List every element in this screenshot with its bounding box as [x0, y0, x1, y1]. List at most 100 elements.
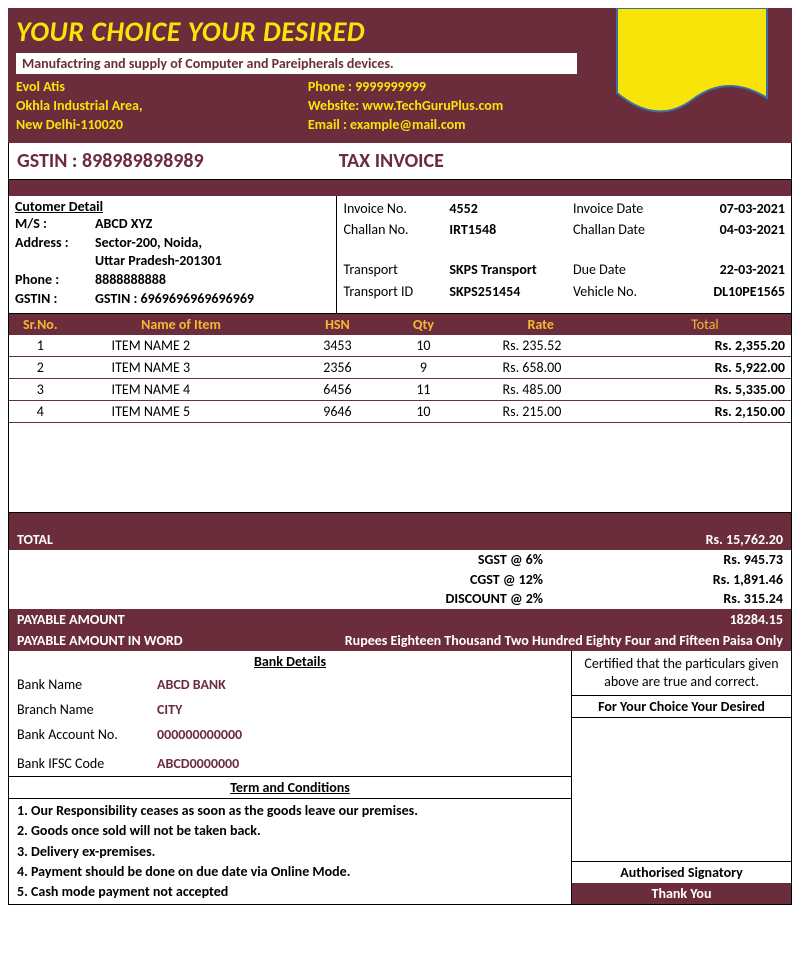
veh-value: DL10PE1565 — [679, 281, 785, 303]
bank-header: Bank Details — [9, 651, 571, 672]
col-rate: Rate — [463, 314, 619, 335]
gstin-label: GSTIN : — [17, 149, 77, 173]
acct-label: Bank Account No. — [17, 724, 157, 745]
contact-name: Evol Atis — [16, 78, 308, 97]
spacer-bar-2 — [8, 513, 792, 529]
spacer-bar — [8, 180, 792, 196]
chno-value: IRT1548 — [449, 219, 573, 241]
tc-3: 3. Delivery ex-premises. — [17, 842, 563, 862]
phone-label: Phone : — [15, 271, 95, 290]
addr-label: Address : — [15, 234, 95, 253]
invno-value: 4552 — [449, 198, 573, 220]
header: YOUR CHOICE YOUR DESIRED Manufactring an… — [8, 8, 792, 143]
item-rate: Rs. 215.00 — [463, 401, 619, 422]
for-company: For Your Choice Your Desired — [572, 696, 791, 717]
item-qty: 11 — [384, 379, 462, 400]
doc-title: TAX INVOICE — [339, 149, 444, 173]
acct-value: 000000000000 — [157, 724, 242, 745]
item-name: ITEM NAME 2 — [72, 335, 291, 356]
ifsc-value: ABCD0000000 — [157, 753, 239, 774]
col-name: Name of Item — [72, 314, 291, 335]
tc-header: Term and Conditions — [9, 776, 571, 798]
branch-label: Branch Name — [17, 699, 157, 720]
item-sr: 2 — [9, 357, 72, 378]
tc-2: 2. Goods once sold will not be taken bac… — [17, 821, 563, 841]
invoice-page: YOUR CHOICE YOUR DESIRED Manufactring an… — [0, 0, 800, 913]
cgst-value: Rs. 1,891.46 — [663, 570, 783, 590]
disc-label: DISCOUNT @ 2% — [17, 589, 663, 609]
invoice-meta: Invoice No.4552Invoice Date07-03-2021 Ch… — [337, 196, 791, 313]
tr-label: Transport — [343, 259, 449, 281]
due-value: 22-03-2021 — [679, 259, 785, 281]
tax-section: SGST @ 6%Rs. 945.73 CGST @ 12%Rs. 1,891.… — [8, 550, 792, 609]
addr2-value: Uttar Pradesh-201301 — [95, 252, 222, 271]
bank-name-label: Bank Name — [17, 674, 157, 695]
item-hsn: 2356 — [291, 357, 385, 378]
sgst-label: SGST @ 6% — [17, 550, 663, 570]
details-section: Cutomer Detail M/S :ABCD XYZ Address :Se… — [8, 196, 792, 314]
item-qty: 9 — [384, 357, 462, 378]
bank-name-value: ABCD BANK — [157, 674, 226, 695]
total-label: TOTAL — [17, 531, 706, 548]
payable-label: PAYABLE AMOUNT — [17, 611, 730, 628]
item-sr: 4 — [9, 401, 72, 422]
due-label: Due Date — [573, 259, 679, 281]
cgstin-label: GSTIN : — [15, 290, 95, 309]
total-bar: TOTAL Rs. 15,762.20 — [8, 529, 792, 550]
col-qty: Qty — [384, 314, 462, 335]
invno-label: Invoice No. — [343, 198, 449, 220]
item-hsn: 3453 — [291, 335, 385, 356]
item-row: 1ITEM NAME 2345310Rs. 235.52Rs. 2,355.20 — [9, 335, 791, 357]
company-addr2: New Delhi-110020 — [16, 116, 308, 135]
item-rate: Rs. 235.52 — [463, 335, 619, 356]
bottom-section: Bank Details Bank NameABCD BANK Branch N… — [8, 651, 792, 905]
item-total: Rs. 2,150.00 — [619, 401, 791, 422]
items-table: Sr.No. Name of Item HSN Qty Rate Total 1… — [8, 314, 792, 513]
trid-label: Transport ID — [343, 281, 449, 303]
item-qty: 10 — [384, 335, 462, 356]
company-addr1: Okhla Industrial Area, — [16, 97, 308, 116]
col-sr: Sr.No. — [9, 314, 72, 335]
col-total: Total — [619, 314, 791, 335]
tc-4: 4. Payment should be done on due date vi… — [17, 862, 563, 882]
chno-label: Challan No. — [343, 219, 449, 241]
item-hsn: 6456 — [291, 379, 385, 400]
company-tagline: Manufactring and supply of Computer and … — [16, 53, 577, 74]
item-name: ITEM NAME 4 — [72, 379, 291, 400]
cgstin-value: GSTIN : 6969696969696969 — [95, 290, 254, 309]
item-sr: 3 — [9, 379, 72, 400]
item-name: ITEM NAME 3 — [72, 357, 291, 378]
tc-5: 5. Cash mode payment not accepted — [17, 882, 563, 902]
item-qty: 10 — [384, 401, 462, 422]
chdate-value: 04-03-2021 — [679, 219, 785, 241]
branch-value: CITY — [157, 699, 182, 720]
ifsc-label: Bank IFSC Code — [17, 753, 157, 774]
item-rate: Rs. 658.00 — [463, 357, 619, 378]
item-row: 3ITEM NAME 4645611Rs. 485.00Rs. 5,335.00 — [9, 379, 791, 401]
total-value: Rs. 15,762.20 — [706, 531, 783, 548]
ms-label: M/S : — [15, 215, 95, 234]
signature-space — [572, 717, 791, 862]
item-sr: 1 — [9, 335, 72, 356]
words-label: PAYABLE AMOUNT IN WORD — [17, 632, 285, 649]
item-total: Rs. 5,922.00 — [619, 357, 791, 378]
phone-value: 8888888888 — [95, 271, 166, 290]
certification-text: Certified that the particulars given abo… — [572, 651, 791, 696]
sgst-value: Rs. 945.73 — [663, 550, 783, 570]
item-total: Rs. 2,355.20 — [619, 335, 791, 356]
item-hsn: 9646 — [291, 401, 385, 422]
ms-value: ABCD XYZ — [95, 215, 152, 234]
gstin-value: 898989898989 — [82, 149, 204, 173]
addr1-value: Sector-200, Noida, — [95, 234, 202, 253]
col-hsn: HSN — [291, 314, 385, 335]
items-header: Sr.No. Name of Item HSN Qty Rate Total — [9, 314, 791, 335]
trid-value: SKPS251454 — [449, 281, 573, 303]
customer-header: Cutomer Detail — [15, 198, 330, 215]
item-rate: Rs. 485.00 — [463, 379, 619, 400]
invdate-label: Invoice Date — [573, 198, 679, 220]
bookmark-icon — [612, 8, 772, 132]
veh-label: Vehicle No. — [573, 281, 679, 303]
cgst-label: CGST @ 12% — [17, 570, 663, 590]
words-value: Rupees Eighteen Thousand Two Hundred Eig… — [285, 632, 783, 649]
words-bar: PAYABLE AMOUNT IN WORD Rupees Eighteen T… — [8, 630, 792, 651]
